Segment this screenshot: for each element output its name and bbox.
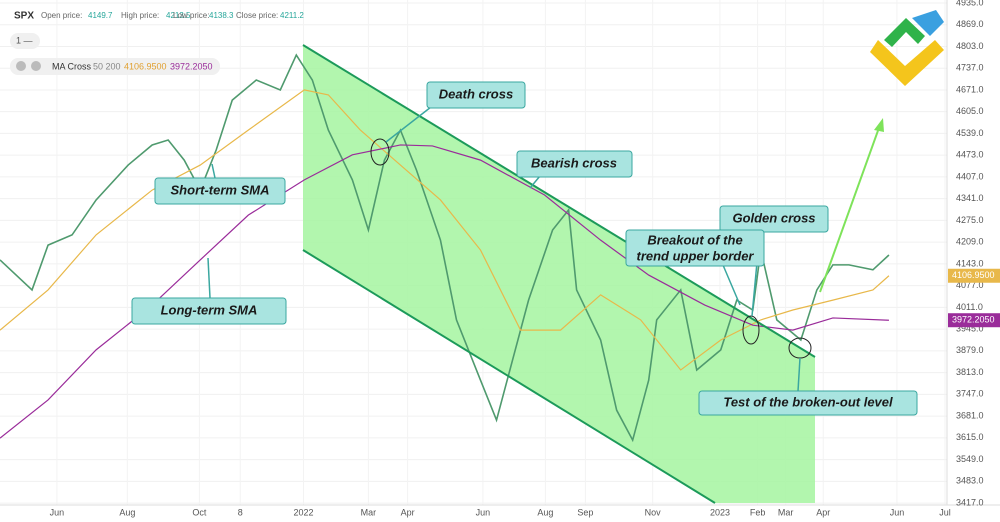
x-tick-label: Jun <box>476 507 491 517</box>
field-value: 4149.7 <box>88 11 113 20</box>
x-tick-label: Jun <box>50 507 65 517</box>
x-tick-label: 2022 <box>294 507 314 517</box>
channel-bottom <box>302 249 716 504</box>
field-value: 4138.3 <box>209 11 234 20</box>
y-tick-label: 4737.0 <box>956 63 984 73</box>
x-tick-label: Apr <box>816 507 830 517</box>
price-tag <box>948 268 1000 283</box>
y-tick-label: 4803.0 <box>956 41 984 51</box>
price-tag-label: 3972.2050 <box>952 315 995 325</box>
trend-channel <box>303 45 815 503</box>
annotation: Bearish cross <box>531 155 617 170</box>
annotation: Breakout of the <box>647 232 742 247</box>
price-tag <box>948 313 1000 328</box>
annotations: Death cross Bearish cross Short-term SMA… <box>131 81 918 416</box>
field-label: Open price: <box>41 11 82 20</box>
y-tick-label: 4935.0 <box>956 0 984 7</box>
x-tick-label: Mar <box>778 507 794 517</box>
annotation: Short-term SMA <box>171 182 270 197</box>
y-tick-label: 3879.0 <box>956 345 984 355</box>
x-tick-label: Sep <box>577 507 593 517</box>
y-tick-label: 4275.0 <box>956 215 984 225</box>
y-tick-label: 4605.0 <box>956 106 984 116</box>
y-tick-label: 4011.0 <box>956 302 983 312</box>
y-tick-label: 3615.0 <box>956 432 984 442</box>
x-tick-label: 2023 <box>710 507 730 517</box>
y-tick-label: 4671.0 <box>956 84 984 94</box>
icon[interactable] <box>31 61 41 71</box>
field-label: Close price: <box>236 11 278 20</box>
icon[interactable] <box>16 61 26 71</box>
ma-value: 4106.9500 <box>124 61 167 71</box>
y-tick-label: 3681.0 <box>956 410 984 420</box>
price-tag-label: 4106.9500 <box>952 270 995 280</box>
y-tick-label: 4077.0 <box>956 280 984 290</box>
ma-value: 3972.2050 <box>170 61 213 71</box>
x-tick-label: Nov <box>645 507 662 517</box>
indicator-params: 50 200 <box>93 61 121 71</box>
annotation: Death cross <box>439 86 513 101</box>
x-tick-label: 8 <box>238 507 243 517</box>
forecast-arrow <box>819 124 881 293</box>
indicator: MA Cross <box>52 61 92 71</box>
y-tick-label: 3747.0 <box>956 389 984 399</box>
indicator-pill[interactable] <box>10 58 220 75</box>
y-tick-label: 4341.0 <box>956 193 984 203</box>
arrow-head <box>874 118 884 132</box>
x-tick-label: Aug <box>119 507 135 517</box>
y-tick-label: 3417.0 <box>956 497 984 507</box>
y-tick-label: 4869.0 <box>956 19 984 29</box>
cross-circle <box>370 138 390 166</box>
y-tick-label: 4209.0 <box>956 237 984 247</box>
x-tick-label: Jul <box>939 507 951 517</box>
field-label: Low price: <box>173 11 209 20</box>
annotation: trend upper border <box>636 248 754 263</box>
y-tick-label: 4407.0 <box>956 171 984 181</box>
channel-top <box>302 44 816 358</box>
x-tick-label: Apr <box>401 507 415 517</box>
y-tick-label: 3483.0 <box>956 476 984 486</box>
annotation: Test of the broken-out level <box>723 394 893 409</box>
x-tick-label: Feb <box>750 507 766 517</box>
logo <box>870 10 944 86</box>
x-tick-label: Aug <box>537 507 553 517</box>
field-value: 4213.5 <box>166 11 191 20</box>
y-tick-label: 4539.0 <box>956 128 984 138</box>
series-line <box>0 89 890 371</box>
annotation: Golden cross <box>732 210 815 225</box>
y-tick-label: 3813.0 <box>956 367 984 377</box>
x-tick-label: Mar <box>361 507 377 517</box>
y-tick-label: 3549.0 <box>956 454 984 464</box>
symbol: SPX <box>14 11 34 22</box>
y-tick-label: 4143.0 <box>956 258 984 268</box>
interval-pill[interactable] <box>10 33 40 49</box>
field-label: High price: <box>121 11 159 20</box>
annotation: Long-term SMA <box>161 302 258 317</box>
cross-circle <box>742 315 760 345</box>
header: SPX Open price: 4149.7 High price: 4213.… <box>10 11 304 75</box>
x-tick-label: Oct <box>192 507 207 517</box>
y-tick-label: 3945.0 <box>956 323 984 333</box>
y-tick-label: 4473.0 <box>956 150 984 160</box>
interval[interactable]: 1 — <box>16 35 33 45</box>
field-value: 4211.2 <box>280 11 304 20</box>
x-tick-label: Jun <box>890 507 905 517</box>
